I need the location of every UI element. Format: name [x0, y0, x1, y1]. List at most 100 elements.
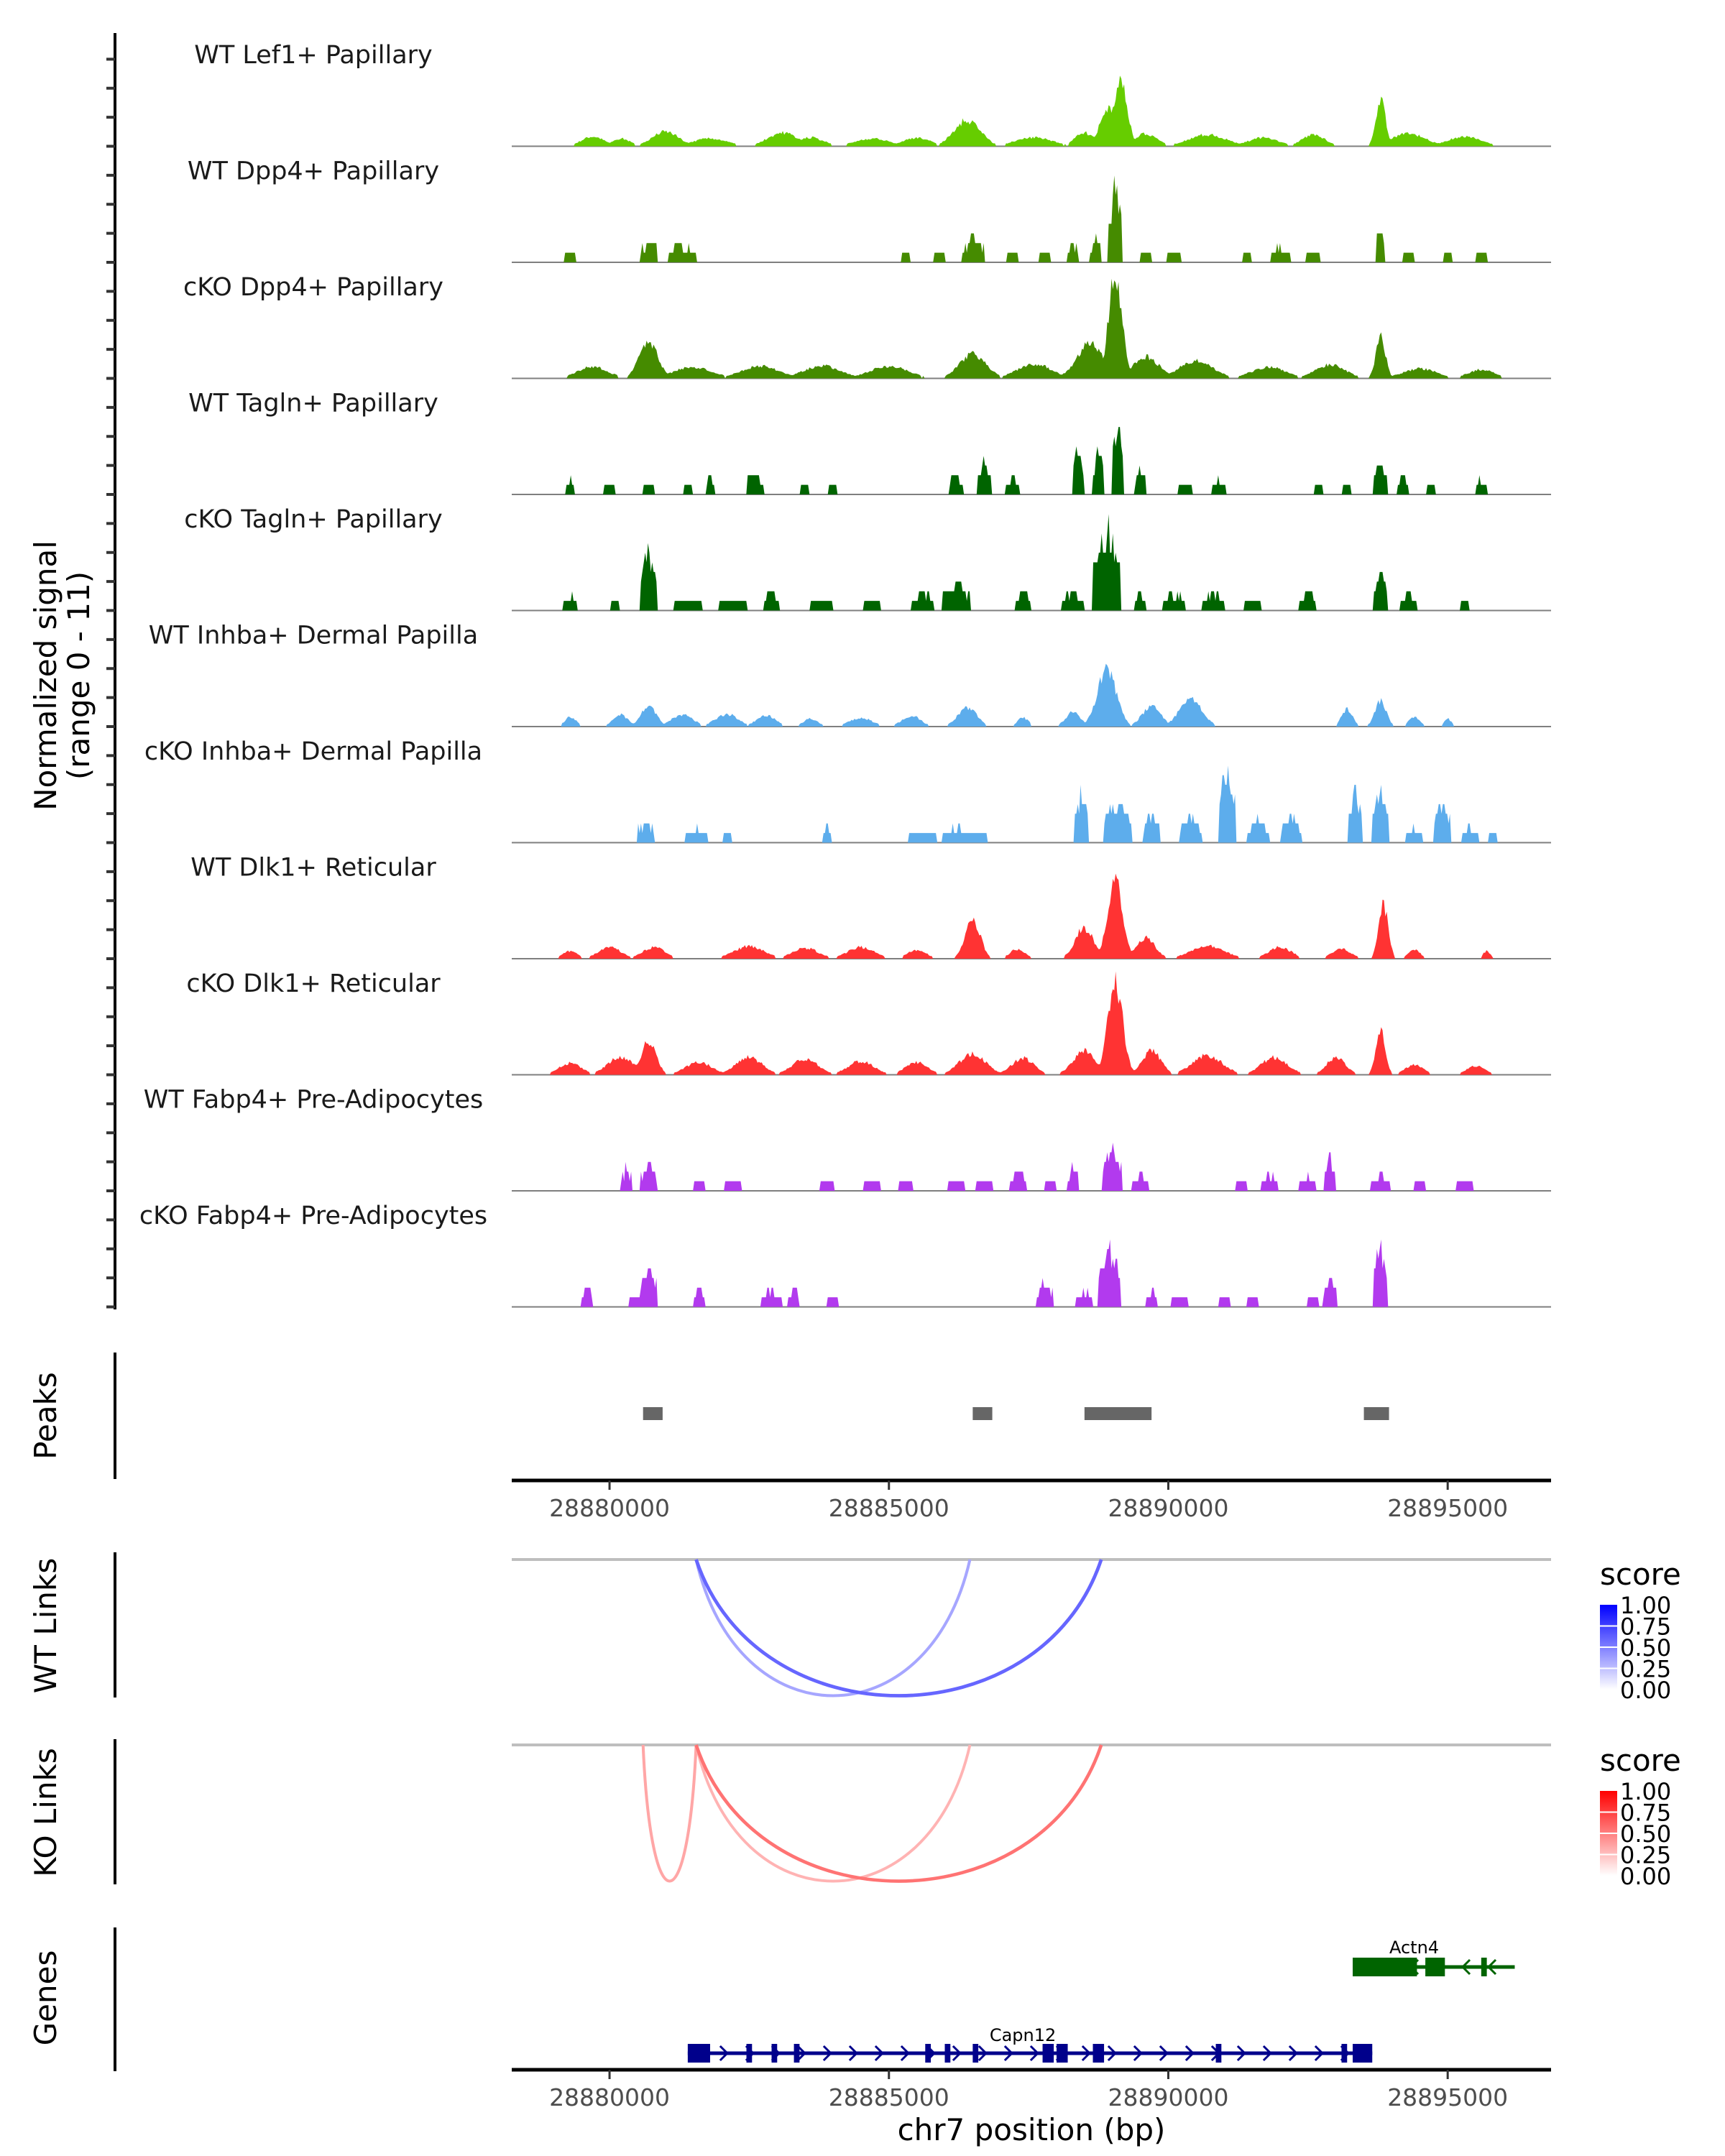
- strand-arrow-icon: [1159, 2045, 1169, 2062]
- gene-label: Actn4: [1389, 1938, 1439, 1958]
- coverage-area: [512, 514, 1551, 611]
- coverage-track-label: cKO Fabp4+ Pre-Adipocytes: [139, 1202, 487, 1230]
- legend-tick-label: 1.00: [1620, 1778, 1671, 1805]
- gene-exon: [794, 2044, 800, 2063]
- strand-arrow-icon: [1107, 2045, 1118, 2062]
- strand-arrow-icon: [1460, 1958, 1471, 1976]
- coverage-area: [512, 1143, 1551, 1191]
- legend-tick-label: 0.75: [1620, 1613, 1671, 1641]
- gene-label: Capn12: [990, 2025, 1056, 2045]
- legend-tick-label: 0.00: [1620, 1863, 1671, 1890]
- coverage-track: WT Tagln+ Papillary: [188, 390, 1551, 495]
- gene-exon: [1425, 1958, 1445, 1976]
- strand-arrow-icon: [874, 2045, 885, 2062]
- coverage-track: cKO Fabp4+ Pre-Adipocytes: [139, 1202, 1551, 1308]
- x-tick-label: 28880000: [549, 1494, 670, 1522]
- gene-exon: [1353, 1958, 1417, 1976]
- strand-arrow-icon: [1486, 1958, 1497, 1976]
- legend-tick-label: 0.00: [1620, 1677, 1671, 1704]
- gene-exon: [944, 2044, 951, 2063]
- legend-tick-label: 0.50: [1620, 1820, 1671, 1848]
- strand-arrow-icon: [1184, 2045, 1195, 2062]
- coverage-track: WT Inhba+ Dermal Papilla: [149, 622, 1551, 727]
- coverage-area: [512, 427, 1551, 494]
- legend-tick-label: 0.75: [1620, 1800, 1671, 1827]
- strand-arrow-icon: [1236, 2045, 1247, 2062]
- coverage-tracks: WT Lef1+ Papillary WT Dpp4+ Papillary cKO …: [139, 41, 1551, 1308]
- strand-arrow-icon: [1029, 2045, 1040, 2062]
- link-arc: [694, 1744, 972, 1883]
- x-tick-label: 28895000: [1387, 1494, 1508, 1522]
- gene-exon: [1092, 2044, 1105, 2063]
- coverage-track-label: WT Fabp4+ Pre-Adipocytes: [144, 1086, 483, 1115]
- peak-region: [1084, 1407, 1152, 1420]
- gene-exon: [1042, 2044, 1054, 2063]
- coverage-area: [512, 75, 1551, 147]
- strand-arrow-icon: [822, 2045, 833, 2062]
- strand-arrow-icon: [952, 2045, 962, 2062]
- link-arc: [694, 1744, 1103, 1883]
- gene-exon: [746, 2044, 753, 2063]
- x-axis-genes: 28880000 28885000 28890000 28895000: [512, 2068, 1551, 2111]
- gene-exon: [1215, 2044, 1222, 2063]
- coverage-track-label: WT Lef1+ Papillary: [194, 41, 433, 70]
- strand-arrow-icon: [1288, 2045, 1299, 2062]
- link-arc: [694, 1559, 972, 1697]
- coverage-track-label: WT Tagln+ Papillary: [188, 390, 438, 418]
- coverage-track: cKO Inhba+ Dermal Papilla: [144, 737, 1551, 844]
- x-axis-peaks: 28880000 28885000 28890000 28895000: [512, 1478, 1551, 1522]
- gene-exon: [1056, 2044, 1068, 2063]
- strand-arrow-icon: [900, 2045, 911, 2062]
- coverage-area: [512, 175, 1551, 262]
- legend-tick-label: 0.25: [1620, 1842, 1671, 1869]
- coverage-track: WT Dlk1+ Reticular: [190, 854, 1551, 959]
- coverage-track-label: WT Inhba+ Dermal Papilla: [149, 622, 478, 650]
- coverage-y-axis: [106, 33, 116, 1309]
- strand-arrow-icon: [1314, 2045, 1325, 2062]
- coverage-track-label: cKO Tagln+ Papillary: [184, 505, 443, 534]
- gene-exon: [1341, 2044, 1348, 2063]
- gene-model: Actn4: [1353, 1938, 1515, 1976]
- ko-links-track: [512, 1743, 1551, 1883]
- legend-title: score: [1600, 1557, 1681, 1592]
- strand-arrow-icon: [1262, 2045, 1273, 2062]
- link-arc: [641, 1744, 698, 1883]
- peaks-track-label: Peaks: [28, 1372, 63, 1460]
- peaks-track: [643, 1407, 1389, 1420]
- strand-arrow-icon: [1133, 2045, 1144, 2062]
- x-tick-label: 28880000: [549, 2083, 670, 2111]
- wt-links-label: WT Links: [28, 1558, 63, 1693]
- strand-arrow-icon: [978, 2045, 988, 2062]
- coverage-ylabel-line1: Normalized signal: [28, 540, 63, 811]
- gene-exon: [925, 2044, 932, 2063]
- x-tick-label: 28885000: [829, 2083, 949, 2111]
- genes-track: Capn12 Actn4: [687, 1938, 1515, 2063]
- gene-exon: [972, 2044, 979, 2063]
- coverage-area: [512, 873, 1551, 959]
- strand-arrow-icon: [719, 2045, 730, 2062]
- x-axis-title: chr7 position (bp): [898, 2112, 1166, 2147]
- x-tick-label: 28885000: [829, 1494, 949, 1522]
- x-tick-label: 28895000: [1387, 2083, 1508, 2111]
- gene-exon: [771, 2044, 778, 2063]
- x-tick-label: 28890000: [1108, 1494, 1228, 1522]
- coverage-area: [512, 663, 1551, 727]
- legend-tick-label: 0.50: [1620, 1634, 1671, 1662]
- x-tick-label: 28890000: [1108, 2083, 1228, 2111]
- coverage-track: cKO Dlk1+ Reticular: [186, 969, 1551, 1076]
- coverage-track-label: WT Dlk1+ Reticular: [190, 854, 436, 883]
- coverage-area: [512, 278, 1551, 379]
- gene-model: Capn12: [687, 2025, 1373, 2063]
- coverage-ylabel: Normalized signal (range 0 - 11): [28, 540, 96, 811]
- link-arc: [694, 1559, 1103, 1697]
- ko-links-label: KO Links: [28, 1748, 63, 1877]
- coverage-track-label: cKO Inhba+ Dermal Papilla: [144, 737, 482, 766]
- legend-title: score: [1600, 1743, 1681, 1778]
- coverage-area: [512, 1239, 1551, 1307]
- strand-arrow-icon: [796, 2045, 807, 2062]
- coverage-track-label: WT Dpp4+ Papillary: [188, 157, 439, 186]
- gene-exon: [1481, 1958, 1487, 1976]
